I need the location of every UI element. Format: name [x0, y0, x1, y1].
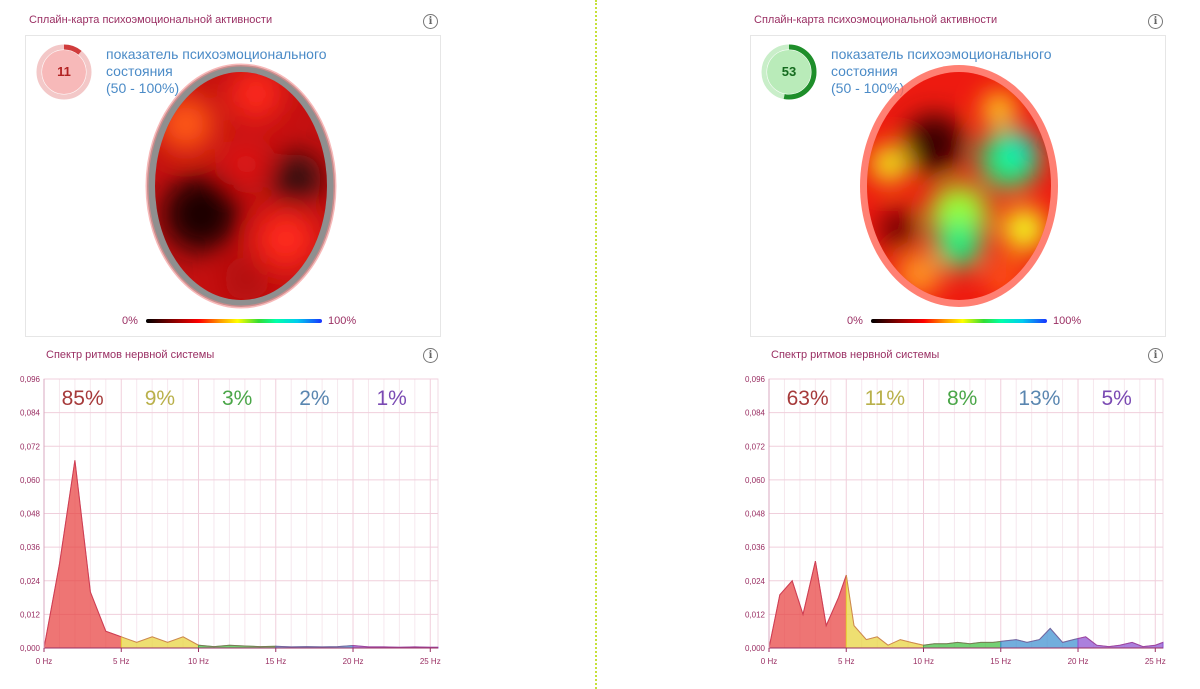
gauge-value: 53 [781, 64, 797, 79]
x-tick-label: 15 Hz [990, 657, 1011, 666]
x-tick-label: 10 Hz [913, 657, 934, 666]
band-percent-label: 5% [1101, 387, 1131, 410]
y-tick-label: 0,072 [20, 442, 41, 451]
spectrum-info-icon[interactable]: i [423, 348, 438, 363]
gauge-fill [767, 50, 811, 94]
x-tick-label: 15 Hz [265, 657, 286, 666]
y-tick-label: 0,072 [745, 442, 766, 451]
y-tick-label: 0,036 [20, 543, 41, 552]
gauge-arc [36, 44, 92, 100]
x-tick-label: 5 Hz [838, 657, 854, 666]
spectrum-title: Спектр ритмов нервной системы [46, 349, 215, 361]
band-percent-label: 2% [299, 387, 329, 410]
band-percent-label: 9% [145, 387, 175, 410]
indicator-line-3: (50 - 100%) [831, 80, 905, 96]
y-tick-label: 0,048 [745, 510, 766, 519]
spectrum-title: Спектр ритмов нервной системы [771, 349, 940, 361]
band-percent-label: 8% [947, 387, 977, 410]
band-percent-label: 1% [376, 387, 406, 410]
band-percent-label: 13% [1018, 387, 1060, 410]
x-tick-label: 20 Hz [343, 657, 364, 666]
gauge-value: 11 [57, 64, 71, 79]
band-percent-label: 3% [222, 387, 252, 410]
y-tick-label: 0,000 [745, 644, 766, 653]
scale-max-label: 100% [328, 315, 357, 327]
indicator-line-2: состояния [831, 63, 898, 79]
spline-heatmap [860, 65, 1058, 307]
spline-map-title: Сплайн-карта психоэмоциональной активнос… [754, 14, 998, 26]
indicator-line-3: (50 - 100%) [106, 80, 180, 96]
x-tick-label: 0 Hz [36, 657, 52, 666]
indicator-label: показатель психоэмоционального состояния… [106, 46, 327, 97]
gauge-arc [761, 44, 817, 100]
indicator-line-2: состояния [106, 63, 173, 79]
spectrum-line [43, 460, 438, 649]
y-tick-label: 0,084 [20, 409, 41, 418]
band-percent-label: 85% [62, 387, 104, 410]
spline-heatmap [145, 63, 337, 309]
y-tick-label: 0,000 [20, 644, 41, 653]
right-panel: Сплайн-карта психоэмоциональной активнос… [725, 0, 1185, 689]
y-tick-label: 0,036 [745, 543, 766, 552]
scale-min-label: 0% [122, 315, 138, 327]
y-tick-label: 0,012 [745, 610, 766, 619]
panel-divider [595, 0, 597, 689]
gauge-fill [42, 50, 86, 94]
y-tick-label: 0,096 [745, 375, 766, 384]
spectrum-chart: 0,000 0,012 0,024 0,036 0,048 0,060 0,072 0,084… [745, 375, 1166, 666]
x-tick-label: 20 Hz [1068, 657, 1089, 666]
indicator-line-1: показатель психоэмоционального [106, 46, 327, 62]
indicator-label: показатель психоэмоционального состояния… [831, 46, 1052, 97]
y-tick-label: 0,048 [20, 510, 41, 519]
spectrum-chart: 0,000 0,012 0,024 0,036 0,048 0,060 0,072 0,084… [20, 375, 441, 666]
y-tick-label: 0,084 [745, 409, 766, 418]
x-tick-label: 0 Hz [761, 657, 777, 666]
spline-map-title: Сплайн-карта психоэмоциональной активнос… [29, 14, 273, 26]
x-tick-label: 25 Hz [420, 657, 441, 666]
y-tick-label: 0,024 [20, 577, 41, 586]
x-tick-label: 10 Hz [188, 657, 209, 666]
band-percent-label: 11% [865, 387, 905, 410]
indicator-line-1: показатель психоэмоционального [831, 46, 1052, 62]
score-gauge [36, 44, 92, 100]
band-percent-label: 63% [787, 387, 829, 410]
color-scale-bar [146, 319, 322, 323]
y-tick-label: 0,096 [20, 375, 41, 384]
color-scale-bar [871, 319, 1047, 323]
score-gauge [761, 44, 817, 100]
y-tick-label: 0,060 [745, 476, 766, 485]
y-tick-label: 0,024 [745, 577, 766, 586]
spectrum-info-icon[interactable]: i [1148, 348, 1163, 363]
y-tick-label: 0,060 [20, 476, 41, 485]
scale-max-label: 100% [1053, 315, 1082, 327]
x-tick-label: 5 Hz [113, 657, 129, 666]
scale-min-label: 0% [847, 315, 863, 327]
left-panel: Сплайн-карта психоэмоциональной активнос… [0, 0, 460, 689]
x-tick-label: 25 Hz [1145, 657, 1166, 666]
map-info-icon[interactable]: i [1148, 14, 1163, 29]
spectrum-line [768, 560, 1164, 649]
map-info-icon[interactable]: i [423, 14, 438, 29]
y-tick-label: 0,012 [20, 610, 41, 619]
